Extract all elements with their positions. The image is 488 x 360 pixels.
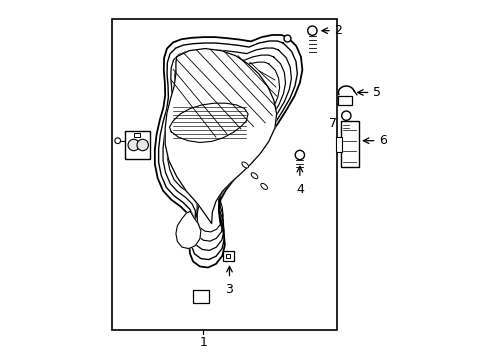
Bar bbox=[223, 251, 234, 261]
Circle shape bbox=[307, 26, 316, 35]
Bar bbox=[340, 121, 358, 167]
Bar bbox=[112, 19, 337, 330]
Text: 2: 2 bbox=[334, 24, 342, 37]
Bar bbox=[193, 290, 209, 303]
Polygon shape bbox=[165, 49, 276, 224]
Bar bbox=[336, 137, 341, 152]
Ellipse shape bbox=[260, 183, 267, 189]
Circle shape bbox=[128, 139, 139, 151]
Bar bbox=[124, 131, 149, 158]
Ellipse shape bbox=[251, 173, 257, 179]
Circle shape bbox=[295, 150, 304, 159]
Text: 3: 3 bbox=[225, 283, 233, 296]
Circle shape bbox=[137, 139, 148, 151]
Circle shape bbox=[341, 111, 350, 120]
Polygon shape bbox=[176, 211, 201, 249]
Text: 1: 1 bbox=[199, 336, 207, 349]
Ellipse shape bbox=[242, 162, 248, 168]
Text: 6: 6 bbox=[379, 134, 386, 147]
Text: 4: 4 bbox=[295, 183, 303, 195]
Polygon shape bbox=[155, 35, 302, 267]
Polygon shape bbox=[169, 103, 247, 143]
Text: 5: 5 bbox=[373, 86, 381, 99]
Text: 7: 7 bbox=[328, 117, 336, 130]
Bar bbox=[338, 96, 351, 105]
Bar bbox=[134, 133, 140, 137]
